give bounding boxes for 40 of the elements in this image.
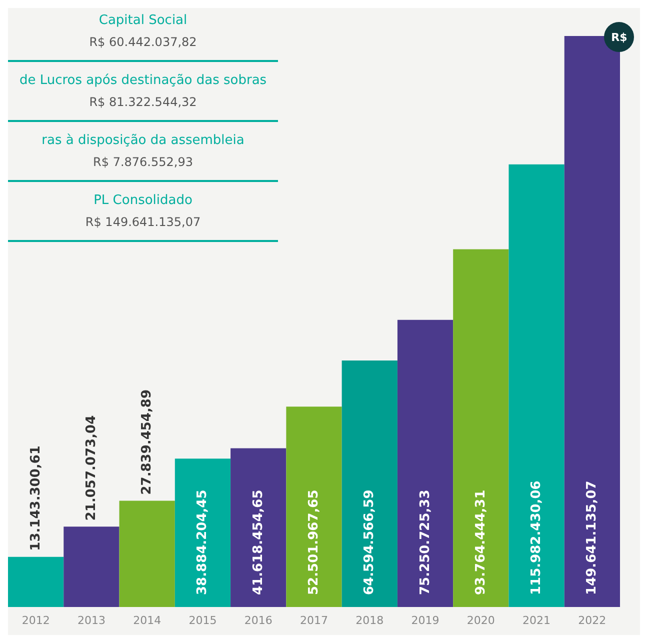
x-tick-label: 2021 [522, 614, 551, 627]
x-tick-label: 2015 [188, 614, 217, 627]
x-tick-label: 2016 [244, 614, 272, 627]
annotation: PL Consolidado [94, 193, 192, 208]
annotation: R$ 60.442.037,82 [89, 35, 197, 49]
bar [230, 448, 286, 607]
data-label: 64.594.566,59 [362, 490, 378, 595]
x-tick-label: 2017 [300, 614, 328, 627]
bar [453, 249, 509, 607]
data-label: 13.143.300,61 [28, 446, 44, 551]
text: Capital Social [98, 13, 188, 28]
x-tick-label: 2013 [77, 614, 106, 627]
data-label: 52.501.967,65 [306, 490, 322, 595]
bar [342, 360, 398, 607]
annotation: R$ 7.876.552,93 [93, 155, 193, 169]
bar [286, 406, 342, 607]
x-tick-label: 2022 [578, 614, 606, 627]
x-tick-label: 2012 [22, 614, 50, 627]
bar [508, 164, 564, 607]
bar [174, 458, 231, 607]
bar [119, 500, 175, 607]
annotation: R$ 81.322.544,32 [89, 95, 197, 109]
bar [8, 556, 64, 607]
x-tick-label: 2018 [356, 614, 384, 627]
annotation: de Lucros após destinação das sobras [19, 73, 267, 88]
data-label: 41.618.454,65 [250, 490, 266, 595]
data-label: 93.764.444,31 [473, 490, 488, 595]
x-tick-label: 2019 [411, 614, 440, 627]
data-label: 21.057.073,04 [84, 415, 99, 521]
data-label: 115.982.430,06 [529, 480, 544, 595]
bar [64, 526, 120, 607]
data-label: 27.839.454,89 [140, 389, 155, 495]
data-label: 149.641.135,07 [584, 480, 600, 595]
x-tick-label: 2014 [133, 614, 162, 627]
annotation: ras à disposição da assembleia [42, 133, 244, 148]
bar [397, 320, 454, 607]
data-label: 75.250.725,33 [418, 490, 433, 595]
data-label: 38.884.204,45 [195, 490, 210, 595]
x-tick-label: 2020 [466, 614, 495, 627]
annotation: R$ 149.641.135,07 [85, 215, 201, 229]
